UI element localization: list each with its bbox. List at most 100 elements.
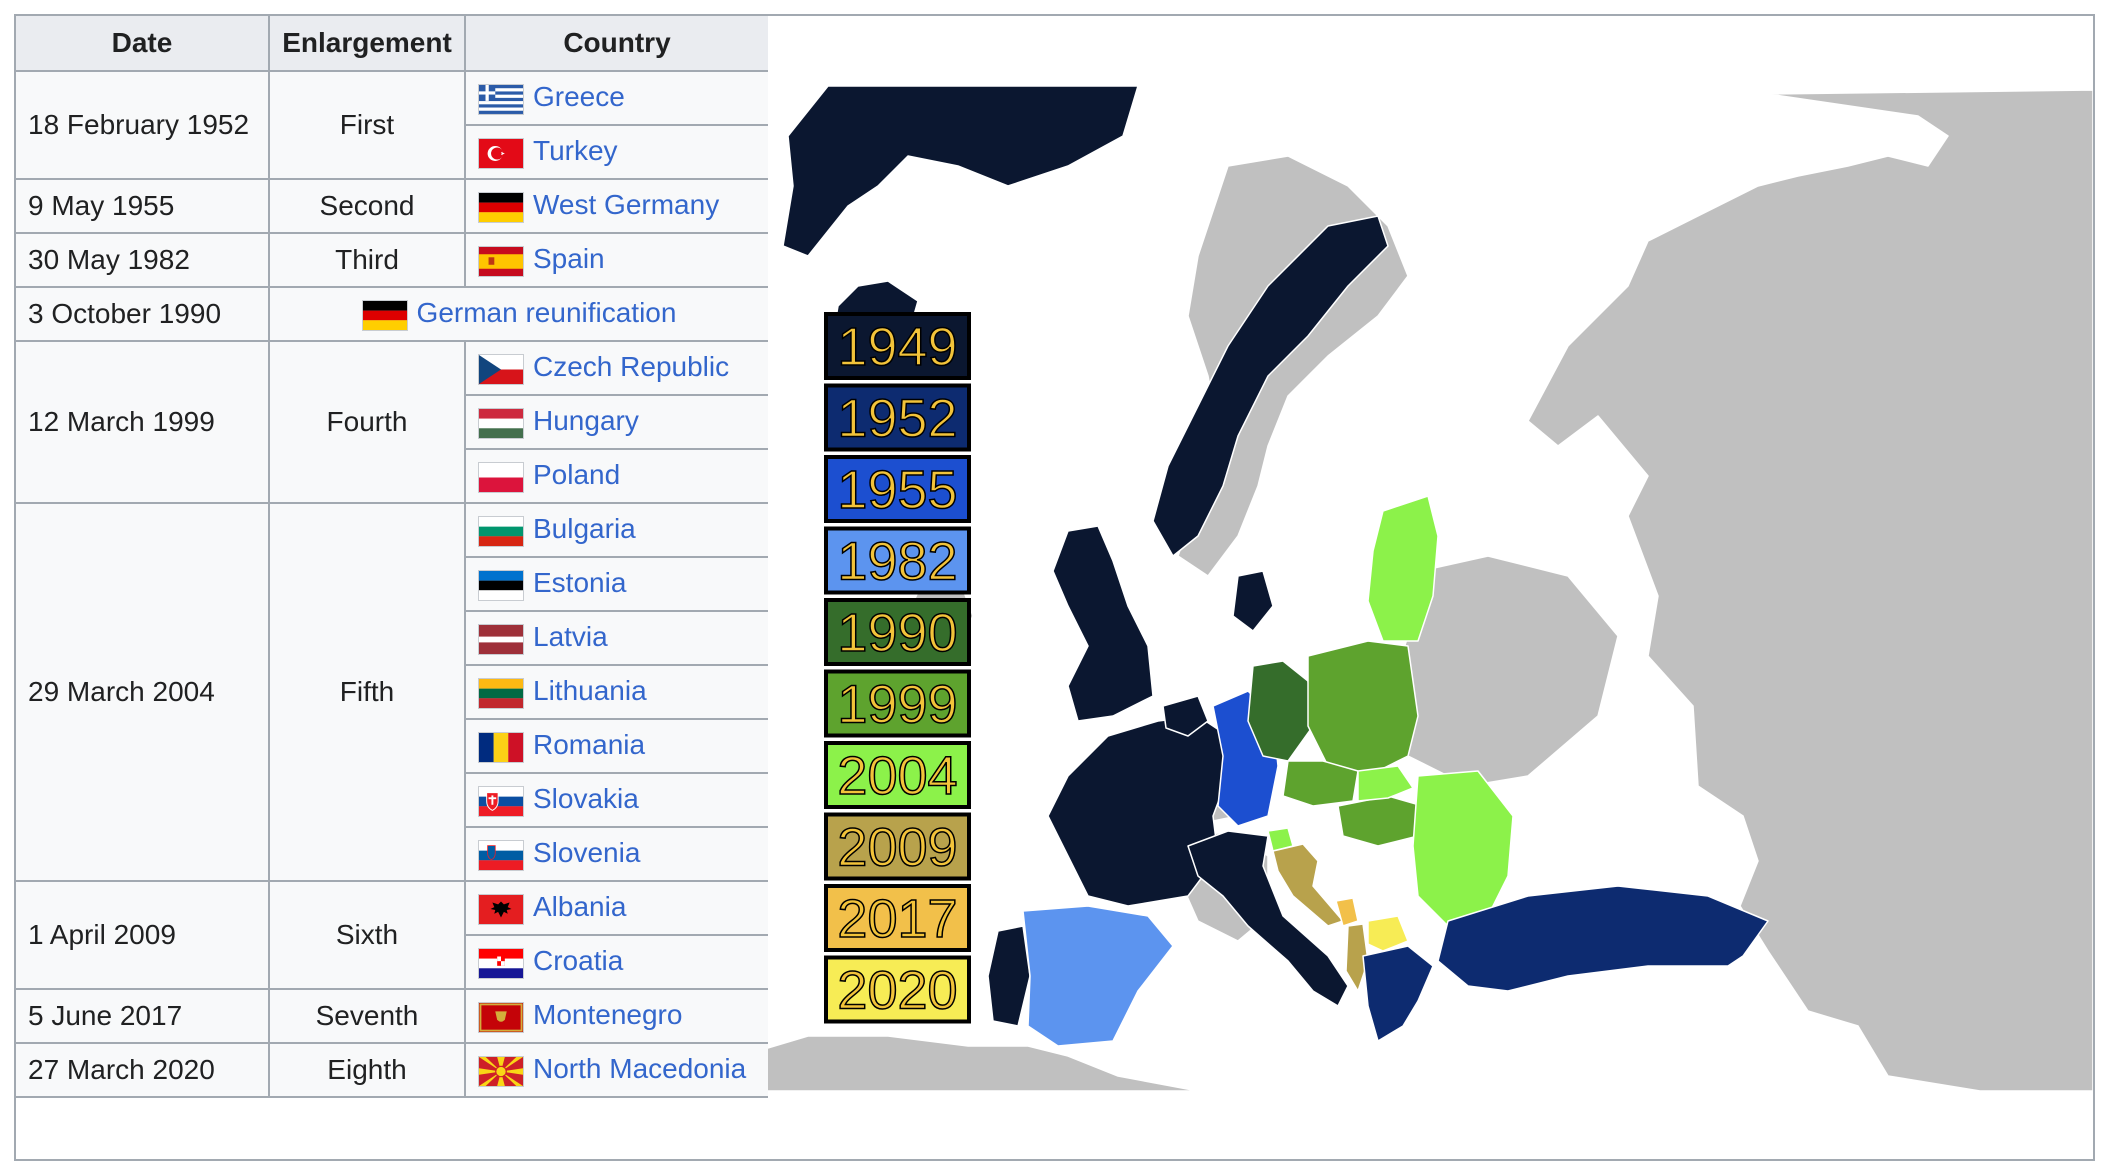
legend-swatch-2017 <box>824 884 971 952</box>
hungary <box>1337 795 1424 847</box>
country-link-poland[interactable]: Poland <box>533 459 621 491</box>
enlargement-cell: Fifth <box>268 502 466 882</box>
table-row: Estonia <box>15 556 770 612</box>
poland-flag-icon[interactable] <box>478 461 524 493</box>
country-link-estonia[interactable]: Estonia <box>533 567 627 599</box>
table-row: Latvia <box>15 610 770 666</box>
germany-flag-icon[interactable] <box>478 191 524 223</box>
date-cell: 3 October 1990 <box>14 286 270 342</box>
country-cell: Spain <box>464 232 770 288</box>
date-cell: 9 May 1955 <box>14 178 270 234</box>
north-macedonia-flag-icon[interactable] <box>478 1055 524 1087</box>
country-cell: German reunification <box>268 286 770 342</box>
table-row: 29 March 2004 Fifth Bulgaria <box>14 502 770 882</box>
legend-swatch-1949 <box>824 312 971 380</box>
date-cell: 29 March 2004 <box>14 502 270 882</box>
country-link-spain[interactable]: Spain <box>533 243 605 275</box>
bulgaria-flag-icon[interactable] <box>478 515 524 547</box>
norway <box>1152 215 1389 557</box>
hungary-flag-icon[interactable] <box>478 407 524 439</box>
table-row: 18 February 1952 First Greece <box>14 70 770 180</box>
country-link-lithuania[interactable]: Lithuania <box>533 675 647 707</box>
enlargement-table: Date Enlargement Country 18 February 195… <box>14 14 770 1098</box>
country-link-albania[interactable]: Albania <box>533 891 627 923</box>
legend-year-label: 2017 <box>837 889 957 949</box>
year-legend: 1949 1952 1955 1982 1990 1999 2004 2009 2017 2020 <box>824 312 971 1024</box>
legend-swatch-1952 <box>824 383 971 452</box>
date-cell: 12 March 1999 <box>14 340 270 504</box>
country-link-montenegro[interactable]: Montenegro <box>533 999 683 1031</box>
latvia-flag-icon[interactable] <box>478 623 524 655</box>
romania-flag-icon[interactable] <box>478 731 524 763</box>
country-link-croatia[interactable]: Croatia <box>533 945 624 977</box>
italy <box>1187 830 1349 1007</box>
country-cell: Czech Republic <box>464 340 770 396</box>
lithuania-flag-icon[interactable] <box>478 677 524 709</box>
table-row: Croatia <box>15 934 770 990</box>
header-country[interactable]: Country <box>464 14 770 72</box>
table-row: Hungary <box>15 394 770 450</box>
north-macedonia <box>1367 915 1409 952</box>
table-row: 1 April 2009 Sixth Albania <box>14 880 770 990</box>
estonia-flag-icon[interactable] <box>478 569 524 601</box>
legend-year-label: 2020 <box>837 961 957 1021</box>
slovenia-flag-icon[interactable] <box>478 839 524 871</box>
montenegro-flag-icon[interactable] <box>478 1001 524 1033</box>
united-kingdom <box>1052 525 1154 722</box>
denmark <box>1232 570 1274 632</box>
date-cell: 18 February 1952 <box>14 70 270 180</box>
legend-item-2020: 2020 <box>824 955 971 1024</box>
germany-flag-icon[interactable] <box>361 299 408 331</box>
date-cell: 5 June 2017 <box>14 988 270 1044</box>
legend-year-label: 2004 <box>837 746 957 806</box>
legend-item-2017: 2017 <box>824 884 971 952</box>
country-link-german-reunification[interactable]: German reunification <box>416 297 677 329</box>
table-header-row: Date Enlargement Country <box>14 14 770 72</box>
country-link-czech-republic[interactable]: Czech Republic <box>533 351 730 383</box>
date-cell: 1 April 2009 <box>14 880 270 990</box>
north-africa <box>768 1035 1199 1092</box>
slovakia-flag-icon[interactable] <box>478 785 524 817</box>
country-link-hungary[interactable]: Hungary <box>533 405 639 437</box>
country-link-bulgaria[interactable]: Bulgaria <box>533 513 636 545</box>
enlargement-cell: Eighth <box>268 1042 466 1098</box>
country-cell: Albania <box>464 880 770 936</box>
turkey <box>1437 885 1769 992</box>
table-row: 27 March 2020 Eighth North Macedonia <box>14 1042 770 1098</box>
table-row: Romania <box>15 718 770 774</box>
country-link-slovenia[interactable]: Slovenia <box>533 837 641 869</box>
spain-flag-icon[interactable] <box>478 245 524 277</box>
greece-flag-icon[interactable] <box>478 83 524 115</box>
legend-item-1952: 1952 <box>824 383 971 452</box>
table-row: Lithuania <box>15 664 770 720</box>
country-cell: Croatia <box>464 934 770 990</box>
country-cell: Hungary <box>464 394 770 450</box>
czech-flag-icon[interactable] <box>478 353 524 385</box>
country-cell: Lithuania <box>464 664 770 720</box>
country-link-slovakia[interactable]: Slovakia <box>533 783 639 815</box>
country-link-turkey[interactable]: Turkey <box>533 135 618 167</box>
turkey-flag-icon[interactable] <box>478 137 524 169</box>
greenland <box>782 85 1139 257</box>
table-row: 12 March 1999 Fourth Czech Republic <box>14 340 770 504</box>
country-cell: Montenegro <box>464 988 770 1044</box>
enlargement-cell: Second <box>268 178 466 234</box>
croatia-flag-icon[interactable] <box>478 947 524 979</box>
legend-item-1982: 1982 <box>824 526 971 595</box>
legend-year-label: 1999 <box>837 675 957 735</box>
country-cell: Slovakia <box>464 772 770 828</box>
legend-item-1955: 1955 <box>824 455 971 523</box>
legend-swatch-2020 <box>824 955 971 1024</box>
country-link-north-macedonia[interactable]: North Macedonia <box>533 1053 747 1085</box>
legend-swatch-1990 <box>824 598 971 666</box>
country-link-west-germany[interactable]: West Germany <box>533 189 720 221</box>
country-link-romania[interactable]: Romania <box>533 729 646 761</box>
header-date[interactable]: Date <box>14 14 270 72</box>
header-enlargement[interactable]: Enlargement <box>268 14 466 72</box>
country-link-greece[interactable]: Greece <box>533 81 625 113</box>
albania-flag-icon[interactable] <box>478 893 524 925</box>
benelux <box>1162 695 1209 737</box>
country-link-latvia[interactable]: Latvia <box>533 621 608 653</box>
legend-swatch-1955 <box>824 455 971 523</box>
enlargement-cell: Third <box>268 232 466 288</box>
